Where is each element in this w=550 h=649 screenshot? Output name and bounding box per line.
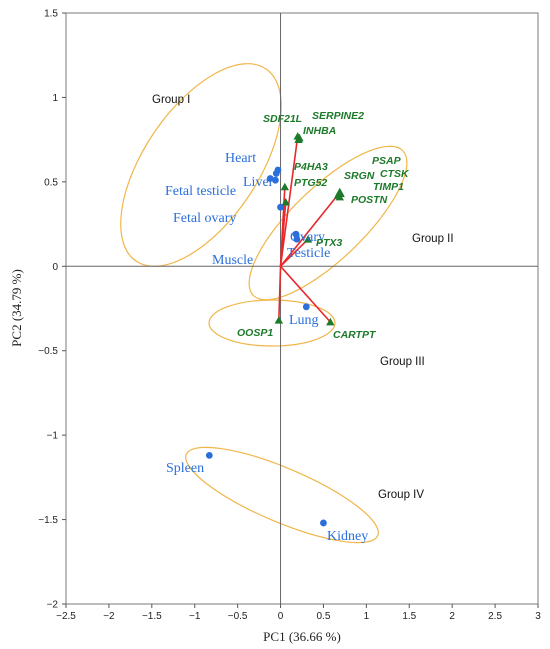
tissue-point-spleen — [205, 452, 213, 459]
gene-label-p4ha3: P4HA3 — [294, 161, 328, 173]
group-ellipse-1 — [120, 63, 282, 267]
gene-label-serpine2: SERPINE2 — [312, 110, 364, 122]
x-tick-label: 3 — [535, 611, 541, 622]
y-tick-label: −0.5 — [38, 346, 58, 357]
y-tick-label: 1.5 — [44, 9, 58, 20]
loading-vectors — [278, 136, 340, 323]
tissue-label-kidney: Kidney — [327, 529, 368, 544]
tissue-point-testicle — [293, 235, 301, 243]
tissue-label-fetal-ovary: Fetal ovary — [173, 211, 236, 226]
tissue-label-spleen: Spleen — [166, 461, 204, 476]
group-ellipse-3 — [208, 299, 336, 347]
gene-label-ptg52: PTG52 — [294, 177, 327, 189]
group-label-4: Group IV — [378, 489, 424, 501]
vector-cartpt — [279, 265, 331, 323]
group-label-2: Group II — [412, 233, 454, 245]
x-tick-label: 2.5 — [488, 611, 502, 622]
gene-label-cartpt: CARTPT — [333, 329, 377, 341]
plot-frame — [65, 12, 539, 605]
tissue-point-muscle — [277, 203, 284, 211]
group-label-1: Group I — [152, 94, 190, 106]
tissue-point-liver — [272, 170, 280, 177]
tissue-label-fetal-testicle: Fetal testicle — [165, 184, 236, 199]
y-tick-label: −2 — [47, 600, 59, 611]
x-axis-title: PC1 (36.66 %) — [263, 629, 341, 644]
group-labels: Group I Group II Group III Group IV — [152, 94, 454, 501]
group-ellipses — [120, 63, 408, 544]
tissue-point-kidney — [320, 519, 327, 527]
gene-marker-ptg52 — [281, 197, 290, 206]
tissue-label-muscle: Muscle — [212, 253, 253, 268]
tissue-label-heart: Heart — [225, 151, 256, 166]
gene-label-inhba: INHBA — [303, 125, 336, 137]
y-axis-title: PC2 (34.79 %) — [9, 269, 24, 347]
gene-label-psap: PSAP — [372, 155, 402, 167]
data-points — [205, 132, 345, 527]
x-tick-label: 1 — [364, 611, 370, 622]
vector-oosp1 — [278, 266, 282, 321]
gene-marker-p4ha3 — [280, 182, 290, 191]
x-tick-label: 2 — [449, 611, 455, 622]
tissue-point-fetal-ovary — [271, 176, 279, 184]
gene-label-oosp1: OOSP1 — [237, 327, 273, 339]
x-tick-label: −2 — [103, 611, 115, 622]
tissue-point-ovary — [292, 230, 300, 238]
group-label-3: Group III — [380, 356, 425, 368]
gene-label-sdf21l: SDF21L — [263, 113, 302, 125]
y-tick-label: 0.5 — [44, 177, 58, 188]
axis-ticks: −2.5 −2 −1.5 −1 −0.5 0 0.5 1 1.5 2 2.5 3−2−1.5−1−0.… — [38, 9, 541, 623]
tissue-point-fetal-testicle — [266, 175, 274, 182]
gene-marker-serpine2 — [295, 133, 304, 142]
gene-marker-cartpt — [326, 317, 335, 326]
vector-ptx3 — [279, 238, 309, 267]
vector-ptg52 — [279, 202, 287, 267]
y-tick-label: −1.5 — [38, 515, 58, 526]
y-tick-label: 1 — [52, 93, 58, 104]
group-ellipse-2 — [248, 145, 408, 301]
gene-label-srgn: SRGN — [344, 170, 375, 182]
y-tick-label: 0 — [52, 262, 58, 273]
x-tick-label: −1.5 — [142, 611, 162, 622]
gene-marker-postn — [335, 192, 344, 201]
gene-marker-ptx3 — [303, 235, 313, 243]
tissue-point-lung — [302, 303, 310, 311]
tissue-label-lung: Lung — [289, 313, 319, 328]
vector-psap — [279, 193, 340, 267]
tissue-label-liver: Liver — [243, 175, 274, 190]
zero-axes — [66, 13, 538, 604]
tissue-label-ovary: Ovary — [290, 230, 325, 245]
gene-marker-oosp1 — [274, 316, 284, 324]
gene-label-postn: POSTN — [351, 194, 388, 206]
gene-label-timp1: TIMP1 — [373, 181, 404, 193]
x-tick-label: 0 — [278, 611, 284, 622]
x-tick-label: 0.5 — [317, 611, 331, 622]
tissue-label-testicle: Testicle — [287, 246, 330, 261]
y-tick-label: −1 — [47, 431, 59, 442]
gene-label-ptx3: PTX3 — [316, 237, 342, 249]
x-tick-label: −0.5 — [228, 611, 248, 622]
group-ellipse-4 — [185, 446, 379, 544]
x-tick-label: −1 — [189, 611, 201, 622]
x-tick-label: −2.5 — [56, 611, 76, 622]
point-labels: Heart Liver Fetal testicle Fetal ovary Muscl… — [165, 110, 410, 544]
gene-label-ctsk: CTSK — [380, 168, 410, 180]
x-tick-label: 1.5 — [402, 611, 416, 622]
vector-sdf21l — [279, 136, 299, 267]
